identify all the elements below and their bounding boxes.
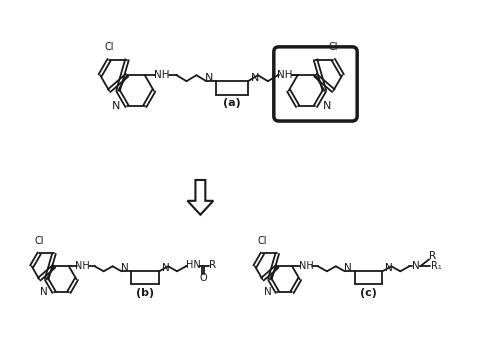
Text: NH: NH xyxy=(154,70,170,80)
Text: Cl: Cl xyxy=(34,236,44,246)
Text: N: N xyxy=(205,73,214,83)
Text: N: N xyxy=(112,101,120,111)
Text: N: N xyxy=(412,261,420,271)
Text: N: N xyxy=(120,263,128,273)
Text: HN: HN xyxy=(186,260,200,270)
Text: R₁: R₁ xyxy=(430,261,442,271)
Text: (c): (c) xyxy=(360,288,377,298)
Text: N: N xyxy=(322,101,331,111)
Text: (b): (b) xyxy=(136,288,154,298)
Text: O: O xyxy=(199,273,206,283)
Text: NH: NH xyxy=(277,70,292,80)
Text: N: N xyxy=(162,263,170,273)
Text: N: N xyxy=(40,287,48,297)
Text: N: N xyxy=(386,263,393,273)
Text: NH: NH xyxy=(76,261,90,271)
Text: N: N xyxy=(251,73,260,83)
Text: Cl: Cl xyxy=(328,42,338,52)
Text: Cl: Cl xyxy=(104,42,114,52)
Text: N: N xyxy=(344,263,352,273)
Text: Cl: Cl xyxy=(258,236,267,246)
Text: (a): (a) xyxy=(224,98,241,108)
Text: R: R xyxy=(430,251,436,261)
Text: NH: NH xyxy=(298,261,314,271)
Text: R: R xyxy=(209,260,216,270)
FancyArrow shape xyxy=(188,180,214,215)
Text: N: N xyxy=(264,287,272,297)
